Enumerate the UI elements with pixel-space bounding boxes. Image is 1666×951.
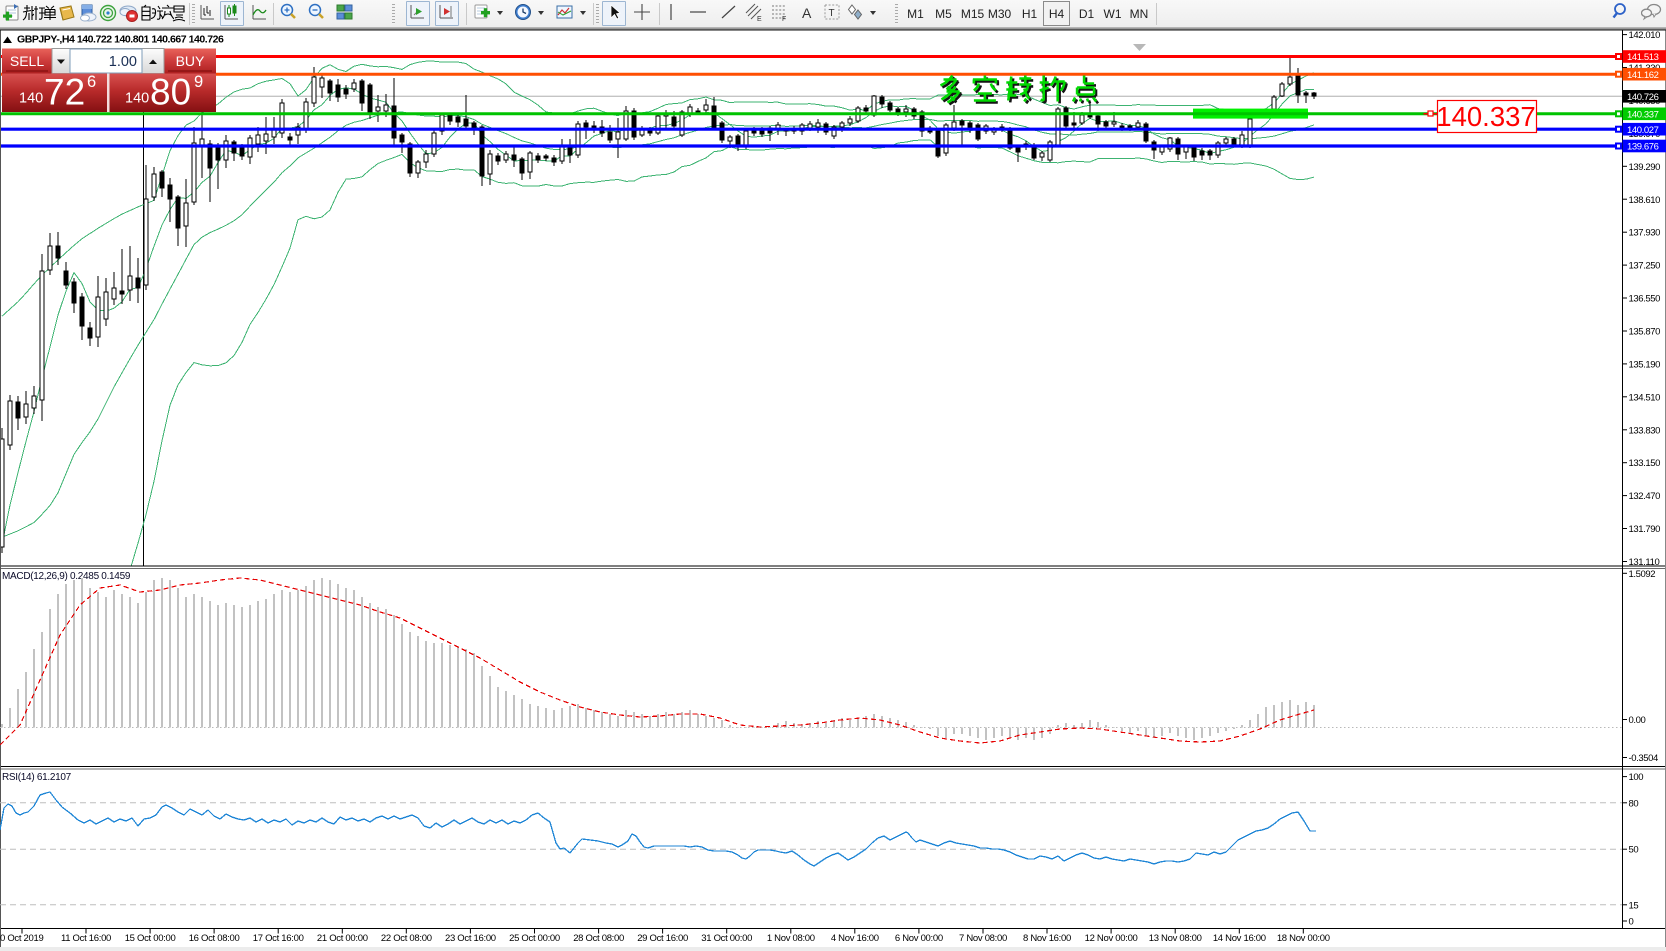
svg-text:140.726: 140.726 — [1627, 92, 1659, 103]
svg-text:RSI(14) 61.2107: RSI(14) 61.2107 — [2, 772, 72, 783]
svg-text:80: 80 — [1629, 798, 1639, 809]
svg-text:0.00: 0.00 — [1629, 715, 1646, 726]
svg-text:17 Oct 16:00: 17 Oct 16:00 — [253, 933, 304, 944]
svg-text:1 Nov 08:00: 1 Nov 08:00 — [767, 933, 815, 944]
svg-text:135.870: 135.870 — [1629, 327, 1661, 338]
svg-text:7 Nov 08:00: 7 Nov 08:00 — [959, 933, 1007, 944]
svg-text:72: 72 — [44, 72, 85, 113]
svg-text:1.00: 1.00 — [109, 54, 137, 70]
svg-text:131.110: 131.110 — [1629, 557, 1660, 568]
svg-text:138.610: 138.610 — [1629, 195, 1661, 206]
svg-text:140.337: 140.337 — [1436, 101, 1535, 132]
svg-text:T: T — [829, 8, 835, 19]
svg-text:133.150: 133.150 — [1629, 458, 1661, 469]
svg-text:11 Oct 16:00: 11 Oct 16:00 — [61, 933, 111, 944]
svg-text:22 Oct 08:00: 22 Oct 08:00 — [381, 933, 432, 944]
svg-text:14 Nov 16:00: 14 Nov 16:00 — [1213, 933, 1266, 944]
svg-text:141.513: 141.513 — [1627, 52, 1659, 63]
svg-text:18 Nov 00:00: 18 Nov 00:00 — [1277, 933, 1330, 944]
svg-text:141.162: 141.162 — [1627, 70, 1659, 81]
svg-text:139.676: 139.676 — [1627, 142, 1659, 153]
svg-text:25 Oct 00:00: 25 Oct 00:00 — [509, 933, 560, 944]
svg-text:139.290: 139.290 — [1629, 162, 1661, 173]
svg-text:8 Nov 16:00: 8 Nov 16:00 — [1023, 933, 1071, 944]
svg-text:140: 140 — [19, 91, 43, 107]
svg-text:23 Oct 16:00: 23 Oct 16:00 — [445, 933, 496, 944]
svg-text:15 Oct 00:00: 15 Oct 00:00 — [125, 933, 176, 944]
svg-text:134.510: 134.510 — [1629, 392, 1661, 403]
svg-text:137.930: 137.930 — [1629, 228, 1661, 239]
svg-text:1.5092: 1.5092 — [1629, 569, 1656, 580]
svg-text:-0.3504: -0.3504 — [1629, 753, 1659, 764]
svg-text:12 Nov 00:00: 12 Nov 00:00 — [1085, 933, 1138, 944]
svg-text:MACD(12,26,9) 0.2485 0.1459: MACD(12,26,9) 0.2485 0.1459 — [2, 571, 131, 582]
svg-text:136.550: 136.550 — [1629, 294, 1661, 305]
svg-text:SELL: SELL — [10, 53, 44, 69]
svg-text:0 Oct 2019: 0 Oct 2019 — [0, 933, 43, 944]
svg-text:29 Oct 16:00: 29 Oct 16:00 — [637, 933, 688, 944]
svg-text:16 Oct 08:00: 16 Oct 08:00 — [189, 933, 240, 944]
svg-text:21 Oct 00:00: 21 Oct 00:00 — [317, 933, 368, 944]
svg-text:F: F — [782, 16, 786, 23]
svg-text:E: E — [757, 16, 762, 23]
svg-text:80: 80 — [150, 72, 191, 113]
svg-text:131.790: 131.790 — [1629, 524, 1661, 535]
svg-text:140.337: 140.337 — [1627, 109, 1659, 120]
svg-text:13 Nov 08:00: 13 Nov 08:00 — [1149, 933, 1202, 944]
svg-text:140.027: 140.027 — [1627, 125, 1659, 136]
svg-text:132.470: 132.470 — [1629, 491, 1661, 502]
svg-text:50: 50 — [1629, 845, 1639, 856]
svg-text:31 Oct 00:00: 31 Oct 00:00 — [701, 933, 752, 944]
svg-text:4 Nov 16:00: 4 Nov 16:00 — [831, 933, 879, 944]
svg-text:6: 6 — [87, 73, 96, 91]
svg-text:28 Oct 08:00: 28 Oct 08:00 — [573, 933, 624, 944]
svg-text:9: 9 — [194, 73, 203, 91]
svg-text:0: 0 — [1629, 917, 1634, 928]
svg-text:135.190: 135.190 — [1629, 359, 1661, 370]
svg-text:140: 140 — [125, 91, 149, 107]
svg-text:BUY: BUY — [176, 53, 205, 69]
svg-text:100: 100 — [1629, 772, 1644, 783]
svg-text:133.830: 133.830 — [1629, 425, 1661, 436]
svg-text:15: 15 — [1629, 900, 1639, 911]
svg-text:6 Nov 00:00: 6 Nov 00:00 — [895, 933, 943, 944]
svg-text:137.250: 137.250 — [1629, 261, 1661, 272]
svg-text:142.010: 142.010 — [1629, 30, 1661, 41]
svg-text:GBPJPY-,H4 140.722 140.801 14: GBPJPY-,H4 140.722 140.801 140.667 140.7… — [17, 34, 224, 46]
